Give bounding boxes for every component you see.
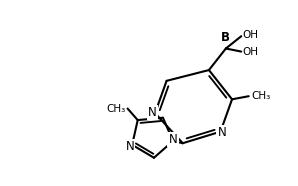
Text: N: N [148,106,157,119]
Text: OH: OH [243,30,259,40]
Text: OH: OH [243,46,259,57]
Text: N: N [125,140,134,153]
Text: CH₃: CH₃ [251,91,270,101]
Text: B: B [221,31,230,44]
Text: N: N [169,133,177,146]
Text: CH₃: CH₃ [106,104,125,113]
Text: N: N [218,126,226,139]
